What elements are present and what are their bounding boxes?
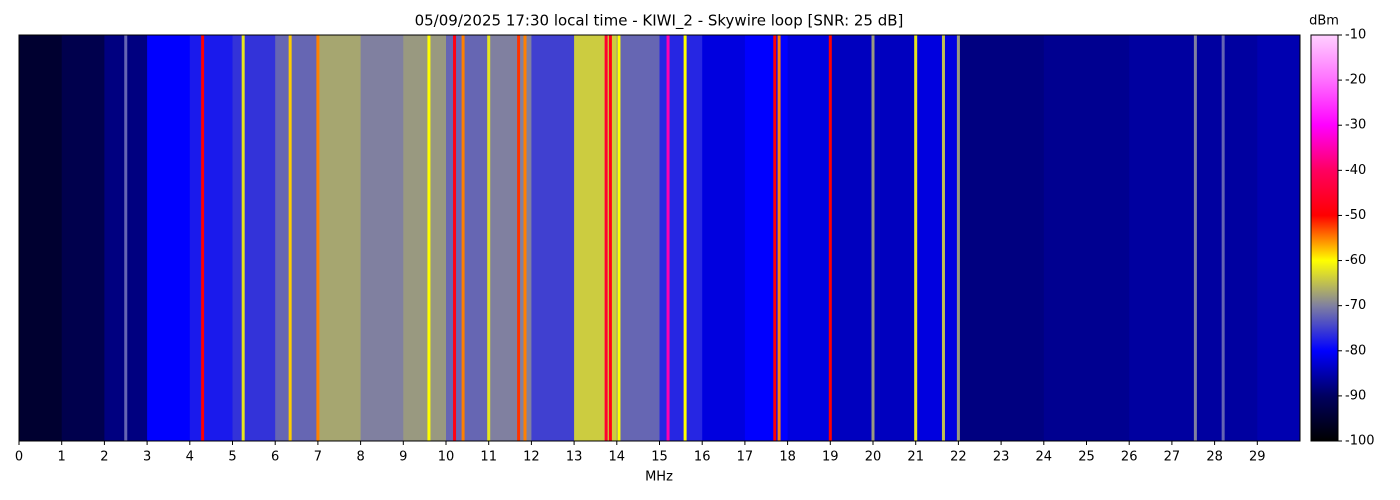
signal-line bbox=[427, 35, 431, 441]
x-tick-label: 18 bbox=[779, 450, 796, 465]
heat-cell bbox=[830, 35, 874, 441]
x-tick-label: 22 bbox=[950, 450, 967, 465]
heat-cell bbox=[147, 35, 191, 441]
signal-line bbox=[828, 35, 832, 441]
colorbar-tick-label: -80 bbox=[1345, 343, 1366, 358]
x-tick-label: 26 bbox=[1121, 450, 1138, 465]
x-tick-label: 13 bbox=[566, 450, 583, 465]
signal-line bbox=[124, 35, 128, 441]
heat-cell bbox=[61, 35, 105, 441]
x-tick-label: 24 bbox=[1036, 450, 1053, 465]
x-tick-label: 16 bbox=[694, 450, 711, 465]
x-tick-label: 10 bbox=[438, 450, 455, 465]
heat-cell bbox=[873, 35, 917, 441]
signal-line bbox=[461, 35, 465, 441]
signal-line bbox=[956, 35, 960, 441]
x-tick-label: 5 bbox=[228, 450, 236, 465]
signal-line bbox=[608, 35, 612, 441]
signal-line bbox=[777, 35, 781, 441]
x-tick-label: 7 bbox=[314, 450, 322, 465]
x-tick-label: 11 bbox=[480, 450, 497, 465]
signal-line bbox=[941, 35, 945, 441]
x-tick-label: 3 bbox=[143, 450, 151, 465]
signal-line bbox=[1221, 35, 1225, 441]
x-tick-label: 0 bbox=[15, 450, 23, 465]
heat-cell bbox=[659, 35, 703, 441]
heat-cell bbox=[1043, 35, 1087, 441]
heat-cell bbox=[958, 35, 1002, 441]
x-tick-label: 27 bbox=[1164, 450, 1181, 465]
x-tick-label: 17 bbox=[737, 450, 754, 465]
colorbar-tick-label: -90 bbox=[1345, 388, 1366, 403]
heat-cell bbox=[403, 35, 447, 441]
x-tick-label: 29 bbox=[1249, 450, 1266, 465]
colorbar bbox=[1310, 34, 1339, 442]
signal-line bbox=[604, 35, 608, 441]
signal-line bbox=[453, 35, 457, 441]
heat-cell bbox=[232, 35, 276, 441]
colorbar-tick-label: -40 bbox=[1345, 163, 1366, 178]
colorbar-tick-label: -20 bbox=[1345, 73, 1366, 88]
x-tick-label: 1 bbox=[58, 450, 66, 465]
x-tick-label: 20 bbox=[865, 450, 882, 465]
x-tick-label: 4 bbox=[186, 450, 194, 465]
chart-title: 05/09/2025 17:30 local time - KIWI_2 - S… bbox=[415, 12, 904, 31]
x-axis-label: MHz bbox=[645, 470, 673, 485]
signal-line bbox=[523, 35, 527, 441]
colorbar-tick-label: -30 bbox=[1345, 118, 1366, 133]
x-tick-label: 19 bbox=[822, 450, 839, 465]
x-tick-label: 12 bbox=[523, 450, 540, 465]
heat-cell bbox=[317, 35, 362, 441]
colorbar-label: dBm bbox=[1309, 14, 1339, 29]
x-tick-label: 9 bbox=[399, 450, 407, 465]
heat-cell bbox=[531, 35, 575, 441]
heat-cell bbox=[19, 35, 63, 441]
signal-line bbox=[288, 35, 292, 441]
signal-line bbox=[241, 35, 245, 441]
x-tick-label: 6 bbox=[271, 450, 279, 465]
x-tick-label: 21 bbox=[907, 450, 924, 465]
heat-cell bbox=[1086, 35, 1130, 441]
heat-cell bbox=[1001, 35, 1045, 441]
signal-line bbox=[617, 35, 621, 441]
heat-cell bbox=[915, 35, 959, 441]
heat-cell bbox=[1129, 35, 1173, 441]
heat-cell bbox=[360, 35, 404, 441]
signal-line bbox=[871, 35, 875, 441]
heat-cell bbox=[275, 35, 319, 441]
signal-line bbox=[316, 35, 320, 441]
signal-line bbox=[666, 35, 670, 441]
x-tick-label: 28 bbox=[1206, 450, 1223, 465]
x-tick-label: 8 bbox=[356, 450, 364, 465]
colorbar-tick-label: -10 bbox=[1345, 28, 1366, 43]
colorbar-tick-label: -60 bbox=[1345, 253, 1366, 268]
heat-cell bbox=[744, 35, 789, 441]
signal-line bbox=[517, 35, 521, 441]
heat-cell bbox=[189, 35, 233, 441]
signal-line bbox=[683, 35, 687, 441]
signal-line bbox=[487, 35, 491, 441]
signal-line bbox=[773, 35, 777, 441]
heat-cell bbox=[787, 35, 831, 441]
heat-cell bbox=[616, 35, 660, 441]
heat-cell bbox=[702, 35, 746, 441]
heat-cell bbox=[1171, 35, 1216, 441]
heat-cell bbox=[1257, 35, 1301, 441]
signal-line bbox=[1193, 35, 1197, 441]
colorbar-tick-label: -50 bbox=[1345, 208, 1366, 223]
signal-line bbox=[201, 35, 205, 441]
colorbar-tick-label: -70 bbox=[1345, 298, 1366, 313]
heat-cell bbox=[446, 35, 490, 441]
colorbar-tick-label: -100 bbox=[1345, 434, 1375, 449]
heat-cell bbox=[1214, 35, 1258, 441]
x-tick-label: 23 bbox=[993, 450, 1010, 465]
x-tick-label: 2 bbox=[100, 450, 108, 465]
x-tick-label: 25 bbox=[1078, 450, 1095, 465]
x-tick-label: 14 bbox=[609, 450, 626, 465]
signal-line bbox=[914, 35, 918, 441]
x-tick-label: 15 bbox=[651, 450, 668, 465]
